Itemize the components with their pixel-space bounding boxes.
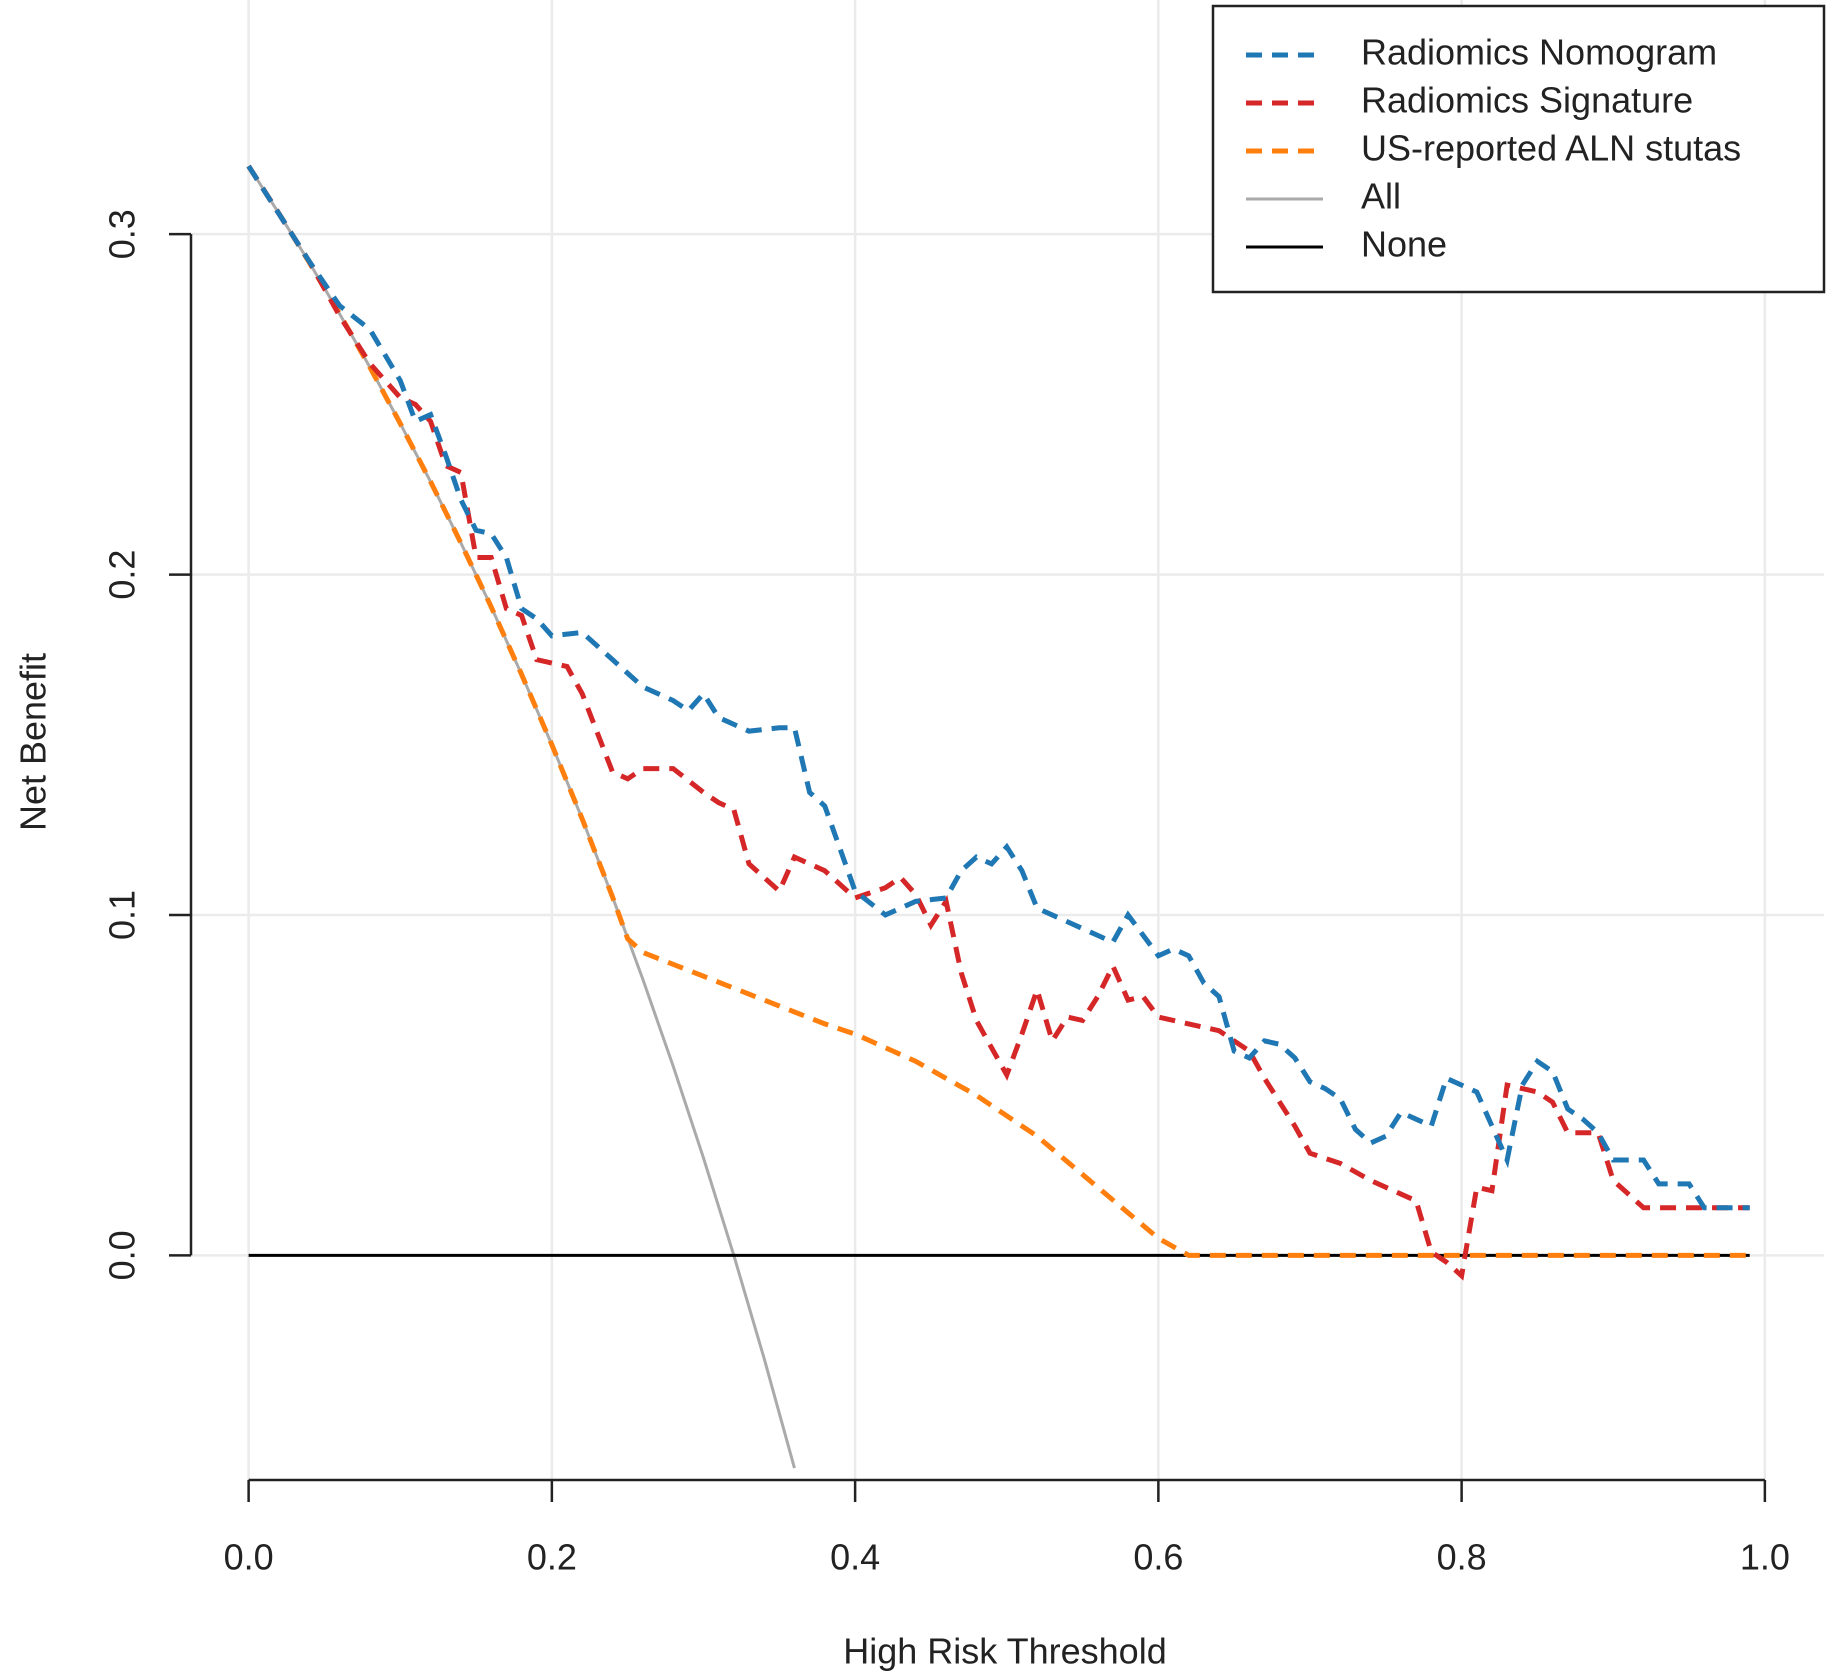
legend-label: All: [1361, 176, 1401, 217]
legend-box: [1211, 4, 1826, 294]
series-line: [246, 164, 1750, 1281]
x-tick-label: 0.2: [527, 1537, 577, 1578]
series-line: [247, 165, 796, 1469]
plot-area: [246, 164, 1750, 1469]
x-tick-label: 0.0: [224, 1537, 274, 1578]
legend-label: None: [1361, 224, 1447, 265]
y-tick-label: 0.3: [102, 209, 143, 259]
y-tick-label: 0.2: [102, 550, 143, 600]
series-line: [246, 164, 1750, 1211]
x-axis-label: High Risk Threshold: [843, 1631, 1166, 1672]
legend-label: US-reported ALN stutas: [1361, 128, 1741, 169]
x-tick-label: 0.4: [830, 1537, 880, 1578]
y-axis-label: Net Benefit: [13, 653, 54, 831]
y-tick-label: 0.0: [102, 1230, 143, 1280]
legend-label: Radiomics Nomogram: [1361, 32, 1717, 73]
x-tick-label: 1.0: [1740, 1537, 1790, 1578]
x-tick-label: 0.6: [1133, 1537, 1183, 1578]
x-tick-label: 0.8: [1437, 1537, 1487, 1578]
series-line: [246, 164, 1750, 1258]
y-tick-label: 0.1: [102, 890, 143, 940]
legend-label: Radiomics Signature: [1361, 80, 1693, 121]
